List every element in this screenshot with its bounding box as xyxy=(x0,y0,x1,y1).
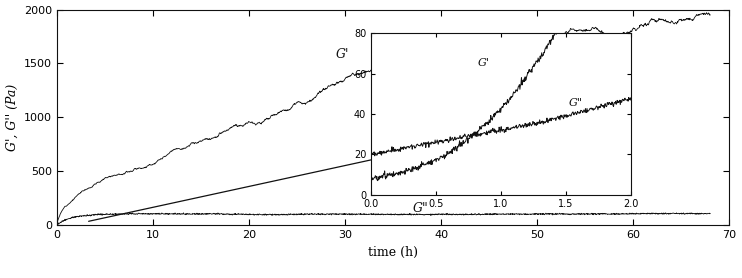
Text: G': G' xyxy=(478,58,490,68)
Text: G': G' xyxy=(335,48,349,61)
Y-axis label: G', G'' (Pa): G', G'' (Pa) xyxy=(5,84,19,151)
Text: G": G" xyxy=(568,98,582,108)
Text: G": G" xyxy=(413,202,428,215)
X-axis label: time (h): time (h) xyxy=(368,245,418,259)
